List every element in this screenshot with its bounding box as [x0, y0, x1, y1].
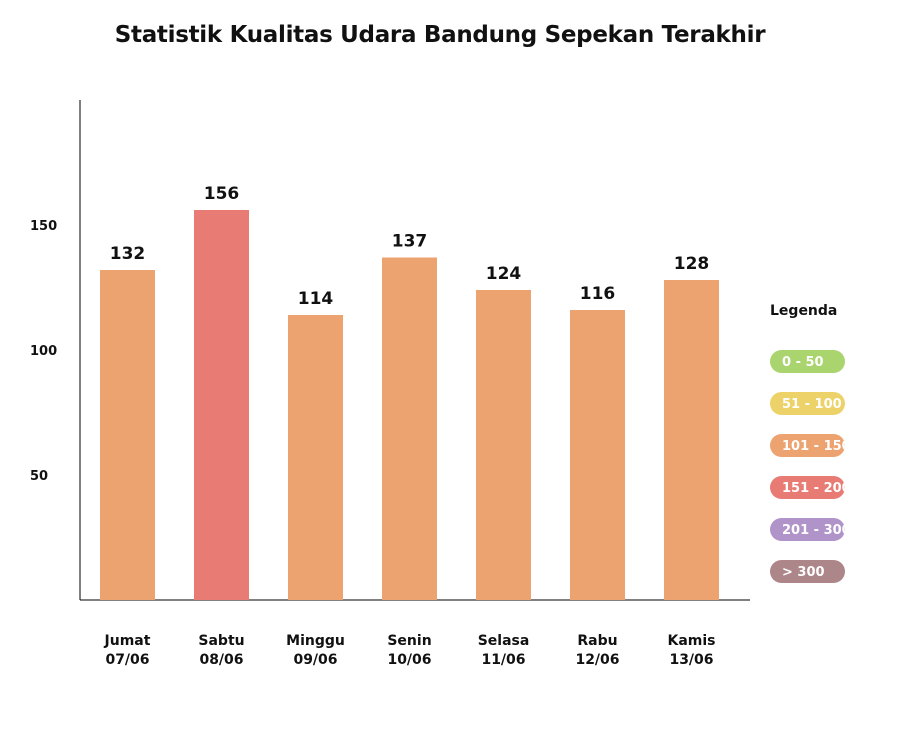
legend-swatch — [770, 560, 845, 583]
legend-item-label: 201 - 300 — [782, 523, 851, 538]
bar-value-label: 156 — [204, 184, 240, 204]
legend-swatch — [770, 518, 845, 541]
x-tick-label-day: Jumat — [104, 633, 151, 649]
x-tick-label-date: 11/06 — [481, 652, 525, 668]
x-tick-label-date: 12/06 — [575, 652, 619, 668]
x-tick-label-day: Minggu — [286, 633, 345, 649]
bar-value-label: 114 — [298, 289, 334, 309]
legend-title: Legenda — [770, 303, 837, 319]
x-tick-label-date: 13/06 — [669, 652, 713, 668]
legend-item-label: 151 - 200 — [782, 481, 851, 496]
chart-title: Statistik Kualitas Udara Bandung Sepekan… — [114, 22, 766, 48]
y-tick-labels: 50 100 150 — [30, 219, 57, 484]
bar-value-label: 132 — [110, 244, 146, 264]
bar-value-label: 124 — [486, 264, 522, 284]
bars — [100, 210, 719, 600]
bar — [570, 310, 625, 600]
x-tick-label-date: 07/06 — [105, 652, 149, 668]
legend-item-label: 0 - 50 — [782, 355, 824, 370]
x-tick-label-date: 08/06 — [199, 652, 243, 668]
legend-swatch — [770, 476, 845, 499]
bar — [476, 290, 531, 600]
legend-swatch — [770, 392, 845, 415]
x-tick-label-date: 10/06 — [387, 652, 431, 668]
bar — [194, 210, 249, 600]
legend-item-label: 101 - 150 — [782, 439, 851, 454]
bar — [664, 280, 719, 600]
y-tick-label: 50 — [30, 469, 48, 484]
bar-value-label: 128 — [674, 254, 710, 274]
legend-swatch — [770, 434, 845, 457]
y-tick-label: 100 — [30, 344, 57, 359]
x-tick-label-day: Rabu — [577, 633, 617, 649]
x-tick-label-day: Selasa — [478, 633, 530, 649]
bar-value-label: 137 — [392, 232, 428, 252]
bar — [288, 315, 343, 600]
bar — [382, 257, 437, 600]
legend: Legenda 0 - 50 51 - 100 101 - 150 151 - 200 2… — [770, 303, 851, 583]
x-tick-label-day: Sabtu — [198, 633, 244, 649]
bar — [100, 270, 155, 600]
legend-item-label: 51 - 100 — [782, 397, 842, 412]
x-tick-label-day: Kamis — [667, 633, 715, 649]
y-tick-label: 150 — [30, 219, 57, 234]
bar-value-label: 116 — [580, 284, 616, 304]
bar-value-labels: 132 156 114 137 124 116 128 — [110, 184, 710, 309]
x-tick-labels: Jumat 07/06 Sabtu 08/06 Minggu 09/06 Senin 10/0… — [104, 633, 716, 668]
legend-item-label: > 300 — [782, 565, 825, 580]
x-tick-label-day: Senin — [387, 633, 431, 649]
legend-swatch — [770, 350, 845, 373]
x-tick-label-date: 09/06 — [293, 652, 337, 668]
